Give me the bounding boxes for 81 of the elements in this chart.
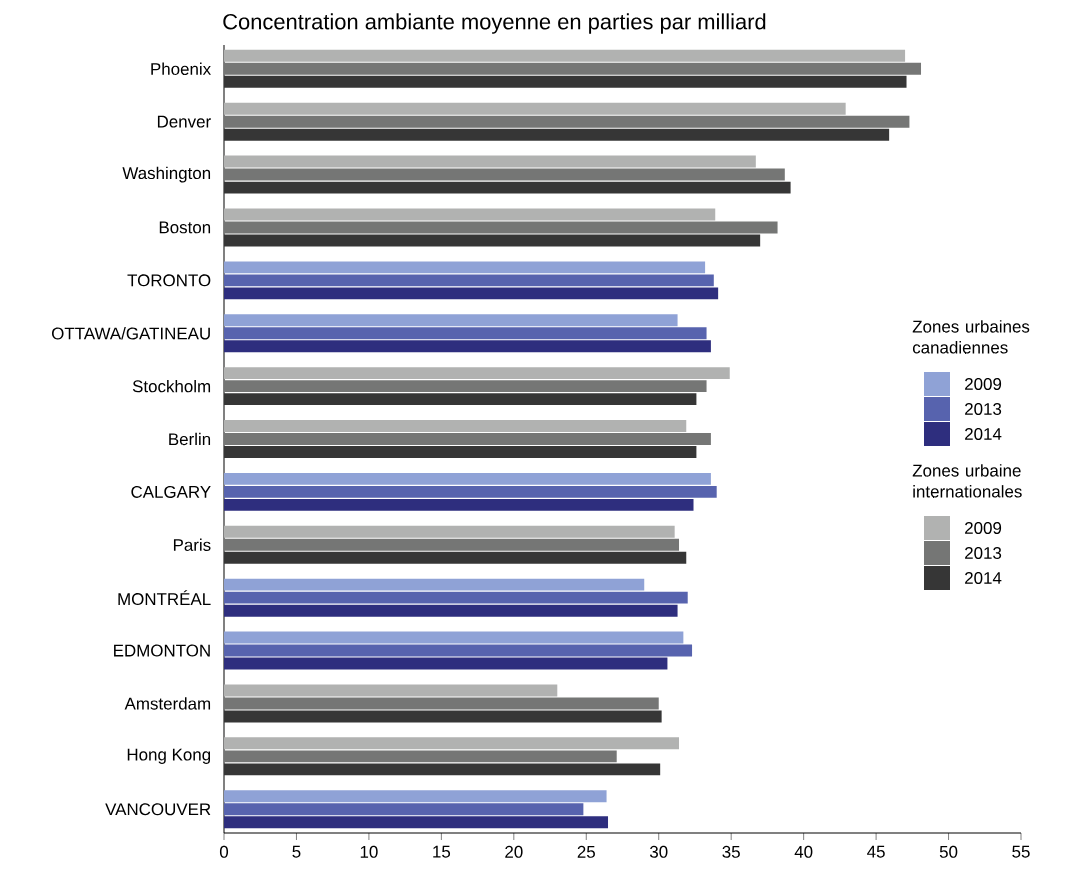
chart-title: Concentration ambiante moyenne en parties par milliard: [223, 13, 766, 34]
legend-label: 2014: [965, 428, 1002, 440]
y-tick-label: MONTRÉAL: [118, 590, 211, 606]
legend-label: 2009: [965, 522, 1002, 534]
bar: [224, 578, 645, 591]
x-tick-label: 45: [867, 845, 885, 858]
bar: [224, 644, 693, 657]
x-tick-label: 40: [794, 845, 813, 858]
bar: [224, 261, 706, 274]
bar: [224, 115, 910, 128]
x-tick-label: 5: [292, 845, 301, 858]
bar: [224, 803, 584, 816]
bar: [224, 551, 687, 564]
bar: [224, 538, 680, 551]
annotation: Zones urbaines canadiennes: [912, 320, 1030, 354]
y-tick-label: Berlin: [169, 432, 211, 446]
y-tick-label: EDMONTON: [114, 644, 210, 657]
y-tick-label: Washington: [122, 166, 211, 183]
bar: [224, 128, 890, 141]
x-tick-label: 55: [1012, 845, 1030, 858]
x-tick-label: 35: [722, 845, 740, 858]
y-tick-label: Paris: [173, 538, 211, 551]
bar: [224, 327, 707, 340]
bar: [224, 446, 697, 458]
bar: [224, 181, 791, 194]
bar: [224, 380, 707, 393]
bar: [224, 393, 697, 406]
y-tick-label: CALGARY: [131, 485, 211, 498]
bar: [224, 367, 730, 380]
bar: [224, 62, 922, 75]
y-tick-label: Amsterdam: [124, 697, 211, 710]
bar: [224, 472, 711, 485]
x-tick-label: 30: [649, 845, 668, 858]
bar: [224, 155, 756, 168]
bar: [224, 221, 778, 234]
bar: [224, 420, 687, 432]
bar: [224, 737, 680, 750]
bar: [224, 684, 558, 697]
bar: [224, 697, 659, 710]
y-tick-label: OTTAWA/GATINEAU: [51, 327, 210, 340]
y-tick-label: Hong Kong: [127, 748, 211, 764]
bar: [224, 485, 717, 498]
y-tick-label: Stockholm: [132, 379, 211, 393]
y-tick-label: Boston: [159, 221, 211, 234]
y-tick-label: VANCOUVER: [105, 803, 211, 816]
bar: [224, 287, 719, 300]
x-tick-label: 50: [939, 845, 958, 858]
y-tick-label: Phoenix: [151, 62, 211, 76]
bar: [224, 340, 711, 353]
bar: [224, 790, 607, 803]
bar: [224, 314, 678, 327]
bar: [224, 49, 906, 62]
x-tick-label: 10: [360, 845, 378, 858]
bar: [224, 710, 662, 723]
x-tick-label: 20: [505, 845, 523, 858]
x-tick-label: 25: [577, 845, 595, 858]
bar: [224, 208, 716, 221]
bar: [224, 498, 694, 511]
x-tick-label: 0: [219, 845, 229, 858]
bar: [224, 657, 668, 670]
legend-label: 2013: [965, 547, 1002, 559]
bar: [224, 234, 761, 247]
bar: [224, 591, 688, 604]
bar: [224, 525, 675, 538]
legend-label: 2013: [965, 403, 1002, 415]
legend-label: 2009: [965, 378, 1002, 390]
y-tick-label: TORONTO: [127, 274, 211, 287]
bar: [224, 604, 678, 617]
bar: [224, 274, 714, 287]
x-tick-label: 15: [433, 845, 451, 858]
bar: [224, 102, 846, 115]
bar: [224, 816, 609, 829]
bar: [224, 750, 617, 763]
bar: [224, 763, 661, 776]
legend-label: 2014: [965, 572, 1002, 584]
annotation: Zones urbaine internationales: [912, 464, 1022, 498]
bar: [224, 631, 684, 644]
bar: [224, 168, 785, 181]
y-tick-label: Denver: [157, 115, 211, 128]
bar: [224, 433, 711, 445]
bar: [224, 75, 907, 88]
